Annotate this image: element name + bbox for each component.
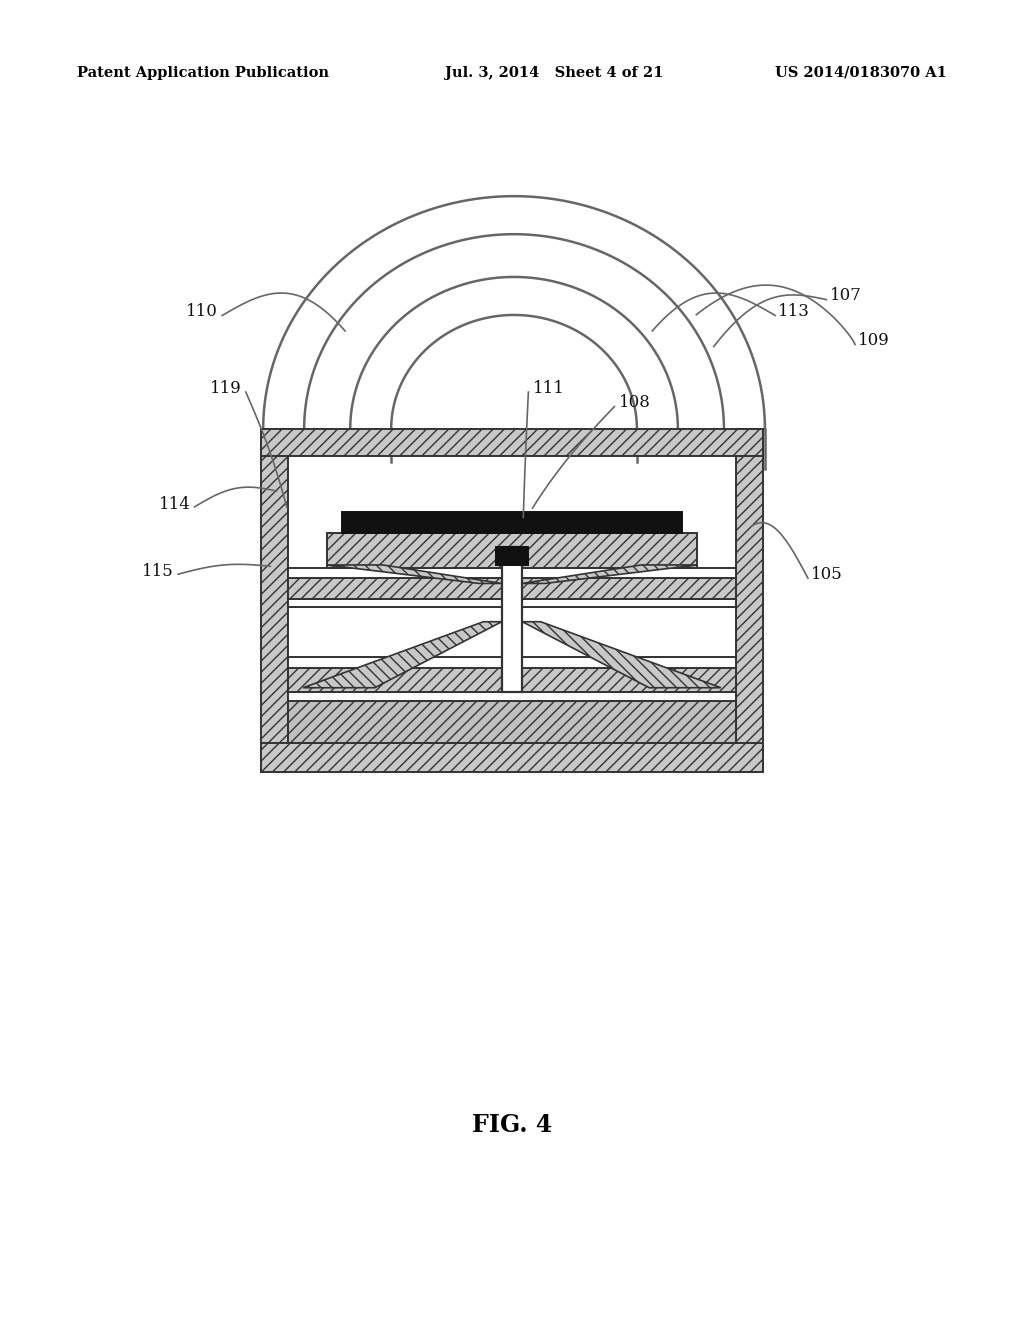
Text: 113: 113 — [778, 304, 810, 319]
Text: 111: 111 — [532, 380, 564, 396]
Polygon shape — [288, 578, 736, 599]
Text: 119: 119 — [210, 380, 242, 396]
Text: 107: 107 — [829, 288, 861, 304]
Text: 109: 109 — [858, 333, 890, 348]
Polygon shape — [288, 599, 736, 607]
Polygon shape — [288, 568, 736, 578]
Text: 110: 110 — [186, 304, 218, 319]
Polygon shape — [288, 657, 736, 668]
Text: Patent Application Publication: Patent Application Publication — [77, 66, 329, 79]
Polygon shape — [522, 565, 697, 583]
Polygon shape — [288, 607, 736, 657]
Polygon shape — [303, 622, 502, 688]
Polygon shape — [261, 743, 763, 772]
Text: 105: 105 — [811, 566, 843, 582]
Text: Jul. 3, 2014   Sheet 4 of 21: Jul. 3, 2014 Sheet 4 of 21 — [445, 66, 664, 79]
Text: US 2014/0183070 A1: US 2014/0183070 A1 — [775, 66, 947, 79]
Polygon shape — [288, 701, 736, 743]
Polygon shape — [496, 546, 528, 565]
Text: FIG. 4: FIG. 4 — [472, 1113, 552, 1137]
Polygon shape — [261, 429, 288, 772]
Polygon shape — [327, 565, 502, 583]
Polygon shape — [502, 546, 522, 692]
Polygon shape — [288, 668, 736, 692]
Polygon shape — [342, 512, 682, 533]
Polygon shape — [522, 622, 721, 688]
Text: 115: 115 — [142, 564, 174, 579]
Polygon shape — [736, 429, 763, 772]
Polygon shape — [288, 692, 736, 701]
Polygon shape — [327, 533, 697, 568]
Text: 108: 108 — [618, 395, 650, 411]
Polygon shape — [261, 429, 763, 457]
Text: 114: 114 — [159, 496, 190, 512]
